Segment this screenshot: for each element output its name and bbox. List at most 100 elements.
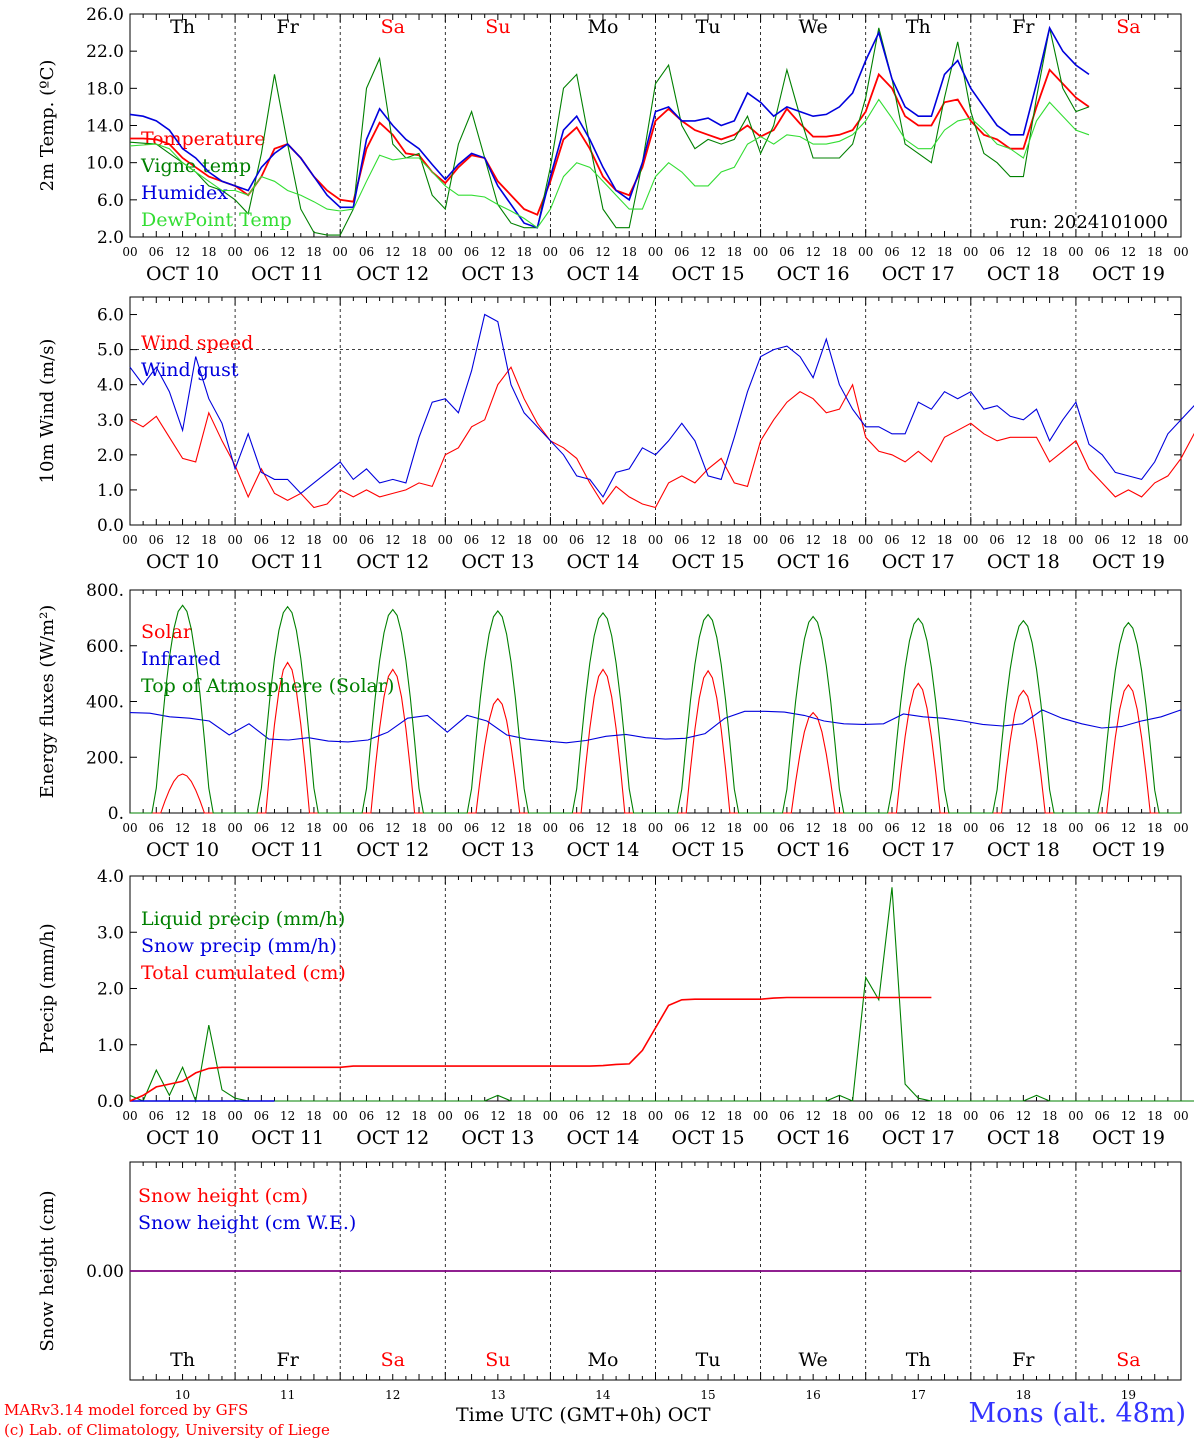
date-label: OCT 12 [356, 839, 429, 861]
hour-tick-label: 06 [884, 245, 899, 259]
hour-tick-label: 06 [149, 821, 164, 835]
panel-precip: 0.0 1.0 2.0 3.0 4.0 Precip (mm/h) 00 06 12 18 OCT … [37, 867, 1194, 1149]
hour-tick-label: 06 [569, 1109, 584, 1123]
legend-entry: Liquid precip (mm/h) [141, 908, 345, 930]
date-label: OCT 11 [251, 551, 324, 573]
hour-tick-label: 18 [411, 245, 426, 259]
hour-tick-label: 06 [779, 1109, 794, 1123]
date-label: OCT 16 [777, 551, 850, 573]
hour-tick-label: 00 [1068, 245, 1083, 259]
hour-tick-label: 12 [700, 821, 715, 835]
hour-tick-label: 00 [753, 533, 768, 547]
date-label: OCT 11 [251, 263, 324, 285]
legend-entry: Snow precip (mm/h) [141, 935, 337, 957]
hour-tick-label: 12 [806, 245, 821, 259]
weekday-label: Th [170, 1349, 195, 1371]
hour-tick-label: 00 [648, 821, 663, 835]
hour-tick-label: 06 [359, 245, 374, 259]
hour-tick-label: 18 [306, 821, 321, 835]
hour-tick-label: 18 [411, 533, 426, 547]
hour-tick-label: 00 [122, 821, 137, 835]
series-line-infrared [129, 709, 1182, 744]
date-label: OCT 13 [461, 1127, 534, 1149]
hour-tick-label: 06 [989, 533, 1004, 547]
hour-tick-label: 12 [175, 821, 190, 835]
date-label: OCT 19 [1092, 839, 1165, 861]
weekday-label: Sa [1116, 16, 1140, 38]
hour-tick-label: 18 [1147, 533, 1162, 547]
hour-tick-label: 12 [806, 533, 821, 547]
hour-tick-label: 12 [1016, 821, 1031, 835]
hour-tick-label: 18 [1147, 1109, 1162, 1123]
weekday-label: Fr [277, 16, 300, 38]
hour-tick-label: 18 [201, 821, 216, 835]
series-line-wind-gust [129, 313, 1194, 498]
legend-entry: Humidex [141, 182, 228, 204]
y-tick-label: 5.0 [97, 341, 124, 361]
hour-tick-label: 18 [727, 1109, 742, 1123]
hour-tick-label: 18 [411, 821, 426, 835]
date-label: OCT 13 [461, 263, 534, 285]
hour-tick-label: 00 [438, 533, 453, 547]
hour-tick-label: 18 [1042, 533, 1057, 547]
hour-tick-label: 06 [989, 1109, 1004, 1123]
day-number-label: 11 [280, 1388, 295, 1402]
hour-tick-label: 12 [595, 245, 610, 259]
hour-tick-label: 18 [832, 821, 847, 835]
hour-tick-label: 18 [516, 245, 531, 259]
series-line-total-cumulated-cm- [129, 996, 932, 1102]
series-line-humidex [129, 25, 1090, 229]
model-line: MARv3.14 model forced by GFS [4, 1401, 249, 1419]
panel-wind: 0.0 1.0 2.0 3.0 4.0 5.0 6.0 10m Wind (m/s) 00 06 1… [37, 296, 1194, 573]
series-line-dewpoint-temp [129, 98, 1090, 229]
weekday-label: Tu [696, 1349, 721, 1371]
y-tick-label: 2.0 [97, 228, 124, 248]
date-label: OCT 10 [146, 839, 219, 861]
legend-entry: Wind speed [141, 332, 253, 354]
hour-tick-label: 18 [937, 533, 952, 547]
hour-tick-label: 18 [201, 245, 216, 259]
hour-tick-label: 06 [674, 821, 689, 835]
y-axis-label: 10m Wind (m/s) [37, 339, 58, 484]
hour-tick-label: 12 [806, 1109, 821, 1123]
y-tick-label: 200. [86, 748, 124, 768]
hour-tick-label: 12 [911, 821, 926, 835]
hour-tick-label: 00 [543, 245, 558, 259]
hour-tick-label: 06 [1095, 821, 1110, 835]
weekday-label: We [799, 1349, 828, 1371]
hour-tick-label: 18 [1147, 821, 1162, 835]
hour-tick-label: 18 [727, 821, 742, 835]
y-tick-label: 1.0 [97, 481, 124, 501]
legend-entry: Total cumulated (cm) [141, 962, 346, 984]
panel-frame [129, 589, 1182, 814]
hour-tick-label: 00 [438, 821, 453, 835]
hour-tick-label: 00 [122, 1109, 137, 1123]
hour-tick-label: 18 [201, 1109, 216, 1123]
hour-tick-label: 00 [1173, 533, 1188, 547]
weekday-label: Sa [381, 1349, 405, 1371]
hour-tick-label: 12 [1016, 1109, 1031, 1123]
hour-tick-label: 00 [333, 1109, 348, 1123]
hour-tick-label: 00 [543, 1109, 558, 1123]
y-tick-label: 1.0 [97, 1036, 124, 1056]
hour-tick-label: 06 [569, 245, 584, 259]
hour-tick-label: 00 [858, 245, 873, 259]
hour-tick-label: 00 [963, 245, 978, 259]
weekday-label: Fr [1012, 1349, 1035, 1371]
hour-tick-label: 18 [622, 1109, 637, 1123]
hour-tick-label: 18 [1147, 245, 1162, 259]
y-tick-label: 18.0 [86, 79, 124, 99]
hour-tick-label: 00 [543, 533, 558, 547]
y-tick-label: 6.0 [97, 191, 124, 211]
hour-tick-label: 12 [280, 821, 295, 835]
hour-tick-label: 18 [1042, 1109, 1057, 1123]
station-name: Mons (alt. 48m) [968, 1398, 1186, 1429]
hour-tick-label: 18 [727, 245, 742, 259]
weekday-label: We [799, 16, 828, 38]
date-label: OCT 13 [461, 839, 534, 861]
hour-tick-label: 18 [937, 821, 952, 835]
hour-tick-label: 06 [464, 533, 479, 547]
date-label: OCT 15 [672, 839, 745, 861]
hour-tick-label: 06 [149, 1109, 164, 1123]
legend-entry: Wind gust [141, 359, 239, 381]
